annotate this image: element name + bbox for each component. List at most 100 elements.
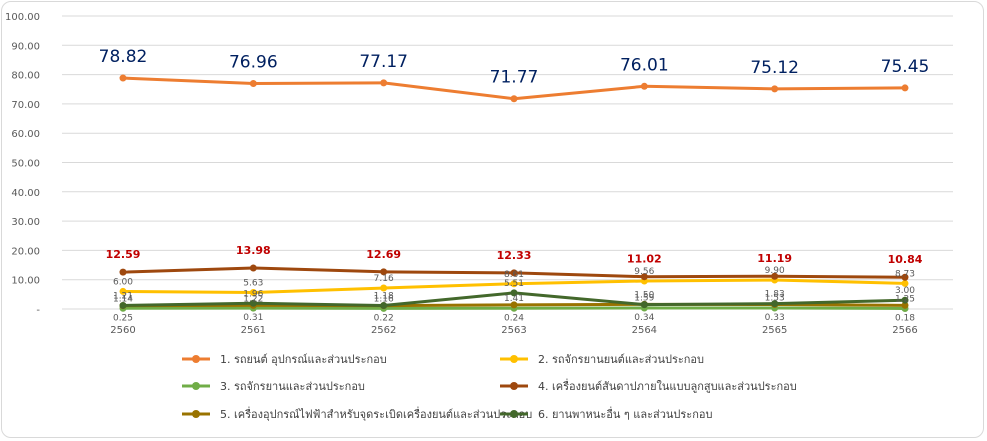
data-label-s3: 0.22 <box>374 313 394 323</box>
y-tick-label: 70.00 <box>11 100 40 111</box>
data-point-s4 <box>771 272 779 280</box>
data-point-s6 <box>771 300 779 308</box>
y-tick-label: 40.00 <box>11 188 40 199</box>
data-label-s4: 12.33 <box>497 249 532 262</box>
data-label-s4: 11.19 <box>757 252 792 265</box>
data-label-s2: 9.56 <box>634 267 654 277</box>
y-tick-label: 10.00 <box>11 276 40 287</box>
data-point-s1 <box>119 74 127 82</box>
data-label-s5: 1.53 <box>765 294 785 304</box>
x-tick-label: 2560 <box>110 325 135 336</box>
y-tick-label: 30.00 <box>11 217 40 228</box>
data-label-s3: 0.33 <box>765 313 785 323</box>
data-label-s5: 1.59 <box>634 293 654 303</box>
data-label-s6: 1.18 <box>374 292 394 302</box>
data-label-s3: 0.24 <box>504 313 524 323</box>
y-tick-label: 20.00 <box>11 246 40 257</box>
legend-swatch-3 <box>182 382 210 390</box>
data-label-s6: 1.21 <box>113 291 133 301</box>
data-label-s3: 0.18 <box>895 313 915 323</box>
data-point-s4 <box>640 273 648 281</box>
data-label-s3: 0.34 <box>634 313 654 323</box>
data-point-s5 <box>510 301 518 309</box>
data-point-s4 <box>901 273 909 281</box>
data-label-s6: 1.50 <box>634 291 654 301</box>
x-tick-label: 2561 <box>241 325 266 336</box>
legend-swatch-6 <box>500 410 528 418</box>
data-point-s2 <box>119 287 127 295</box>
data-point-s1 <box>510 95 518 103</box>
data-label-s6: 1.83 <box>765 290 785 300</box>
data-label-s1: 75.12 <box>750 58 799 78</box>
legend-swatch-4 <box>500 382 528 390</box>
legend-label-6: 6. ยานพาหนะอื่น ๆ และส่วนประกอบ <box>538 408 713 421</box>
data-label-s2: 6.00 <box>113 277 133 287</box>
y-tick-label: 50.00 <box>11 159 40 170</box>
data-label-s4: 11.02 <box>627 253 662 266</box>
data-point-s6 <box>640 301 648 309</box>
data-label-s1: 76.96 <box>229 53 278 73</box>
data-point-s6 <box>380 302 388 310</box>
data-label-s6: 5.51 <box>504 279 524 289</box>
data-point-s6 <box>901 296 909 304</box>
data-point-s2 <box>510 280 518 288</box>
data-point-s4 <box>380 268 388 276</box>
x-tick-label: 2564 <box>632 325 657 336</box>
data-point-s1 <box>771 85 779 93</box>
data-label-s5: 1.41 <box>504 294 524 304</box>
data-label-s1: 71.77 <box>490 68 539 88</box>
legend-item-3[interactable]: 3. รถจักรยานและส่วนประกอบ <box>180 376 365 396</box>
legend-swatch-2 <box>500 355 528 363</box>
data-label-s6: 1.96 <box>243 289 263 299</box>
data-label-s2: 9.90 <box>765 266 785 276</box>
legend-item-2[interactable]: 2. รถจักรยานยนต์และส่วนประกอบ <box>498 349 704 369</box>
data-label-s3: 0.31 <box>243 313 263 323</box>
data-point-s6 <box>510 289 518 297</box>
data-label-s4: 13.98 <box>236 244 271 257</box>
legend-item-1[interactable]: 1. รถยนต์ อุปกรณ์และส่วนประกอบ <box>180 349 387 369</box>
legend-swatch-1 <box>182 355 210 363</box>
data-label-s6: 3.00 <box>895 286 915 296</box>
data-label-s3: 0.25 <box>113 313 133 323</box>
x-tick-label: 2563 <box>501 325 526 336</box>
legend-label-5: 5. เครื่องอุปกรณ์ไฟฟ้าสำหรับจุดระเบิดเคร… <box>220 408 533 421</box>
y-tick-label: 100.00 <box>5 12 40 23</box>
data-point-s6 <box>119 301 127 309</box>
data-label-s2: 7.16 <box>374 274 394 284</box>
data-label-s4: 12.59 <box>106 248 141 261</box>
data-point-s4 <box>119 268 127 276</box>
data-label-s1: 76.01 <box>620 55 669 75</box>
legend-label-3: 3. รถจักรยานและส่วนประกอบ <box>220 380 365 393</box>
data-point-s4 <box>249 264 257 272</box>
data-label-s4: 12.69 <box>366 248 401 261</box>
y-tick-label: 60.00 <box>11 129 40 140</box>
x-tick-label: 2565 <box>762 325 787 336</box>
legend-item-5[interactable]: 5. เครื่องอุปกรณ์ไฟฟ้าสำหรับจุดระเบิดเคร… <box>180 404 532 424</box>
data-label-s5: 1.25 <box>895 294 915 304</box>
legend-label-2: 2. รถจักรยานยนต์และส่วนประกอบ <box>538 353 705 366</box>
data-point-s4 <box>510 269 518 277</box>
x-tick-label: 2566 <box>892 325 917 336</box>
data-point-s1 <box>901 84 909 92</box>
legend-swatch-5 <box>182 410 210 418</box>
data-label-s5: 1.14 <box>113 295 133 305</box>
data-label-s4: 10.84 <box>888 253 923 266</box>
legend-item-4[interactable]: 4. เครื่องยนต์สันดาปภายในแบบลูกสูบและส่ว… <box>498 376 797 396</box>
data-point-s2 <box>901 279 909 287</box>
data-label-s1: 78.82 <box>99 47 148 67</box>
data-point-s2 <box>249 289 257 297</box>
data-point-s6 <box>249 299 257 307</box>
data-label-s2: 8.73 <box>895 269 915 279</box>
data-label-s5: 1.16 <box>374 295 394 305</box>
y-tick-label: 80.00 <box>11 71 40 82</box>
legend-item-6[interactable]: 6. ยานพาหนะอื่น ๆ และส่วนประกอบ <box>498 404 712 424</box>
data-point-s1 <box>640 82 648 90</box>
data-label-s5: 1.22 <box>243 294 263 304</box>
data-point-s5 <box>901 301 909 309</box>
data-label-s2: 8.61 <box>504 270 524 280</box>
data-label-s1: 75.45 <box>881 57 930 77</box>
data-point-s2 <box>380 284 388 292</box>
legend-label-1: 1. รถยนต์ อุปกรณ์และส่วนประกอบ <box>220 353 387 366</box>
